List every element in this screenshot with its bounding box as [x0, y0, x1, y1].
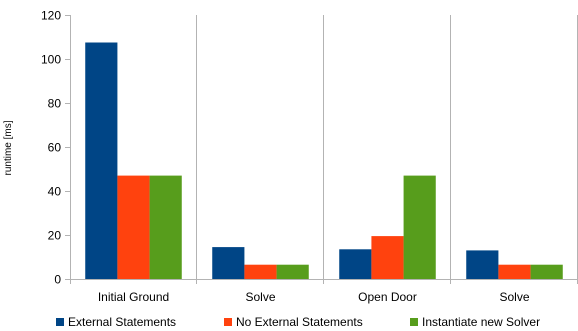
bars	[85, 42, 563, 279]
bar-external-statements	[339, 249, 372, 279]
legend: External Statements No External Statement…	[56, 315, 540, 329]
y-tick-label: 40	[48, 185, 62, 199]
bar-instantiate-new-solver	[276, 264, 309, 279]
y-tick-label: 120	[41, 9, 61, 23]
y-tick-label: 80	[48, 97, 62, 111]
y-tick-label: 60	[48, 141, 62, 155]
category-labels: Initial Ground Solve Open Door Solve	[98, 290, 530, 304]
axes	[65, 15, 578, 284]
y-tick-label: 100	[41, 53, 61, 67]
legend-swatch	[224, 318, 232, 326]
category-label: Initial Ground	[98, 290, 169, 304]
legend-label: Instantiate new Solver	[422, 315, 540, 329]
y-tick-labels: 0 20 40 60 80 100 120	[41, 9, 61, 287]
y-tick-label: 0	[54, 273, 61, 287]
legend-label: External Statements	[68, 315, 176, 329]
bar-instantiate-new-solver	[530, 264, 563, 279]
category-label: Solve	[499, 290, 529, 304]
legend-swatch	[410, 318, 418, 326]
bar-no-external-statements	[371, 236, 404, 279]
bar-external-statements	[212, 247, 245, 279]
bar-external-statements	[85, 42, 118, 279]
legend-swatch	[56, 318, 64, 326]
category-label: Solve	[245, 290, 275, 304]
bar-no-external-statements	[498, 264, 531, 279]
bar-no-external-statements	[117, 175, 150, 279]
bar-instantiate-new-solver	[149, 175, 182, 279]
bar-instantiate-new-solver	[403, 175, 436, 279]
y-tick-label: 20	[48, 229, 62, 243]
category-label: Open Door	[358, 290, 417, 304]
legend-label: No External Statements	[236, 315, 363, 329]
bar-no-external-statements	[244, 264, 277, 279]
bar-external-statements	[466, 250, 499, 279]
y-axis-title: runtime [ms]	[3, 120, 14, 175]
